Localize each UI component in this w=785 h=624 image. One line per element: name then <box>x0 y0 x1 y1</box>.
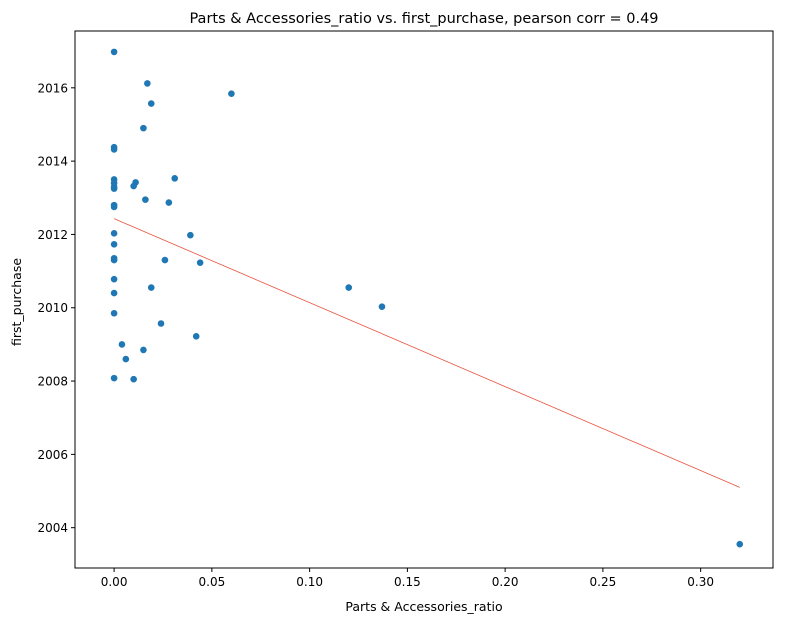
data-point <box>378 303 386 310</box>
data-point <box>110 309 118 317</box>
y-tick-label: 2016 <box>37 81 68 95</box>
data-point <box>130 182 137 190</box>
data-point <box>130 375 137 383</box>
data-point <box>736 540 744 548</box>
x-tick-label: 0.25 <box>590 575 617 589</box>
data-point <box>110 203 118 211</box>
y-tick-label: 2012 <box>37 228 68 242</box>
x-tick-label: 0.30 <box>687 575 714 589</box>
data-point <box>110 256 118 264</box>
x-tick-label: 0.10 <box>296 575 323 589</box>
data-point <box>147 100 155 107</box>
data-point <box>228 90 235 97</box>
data-point <box>161 256 169 264</box>
data-point <box>110 230 118 237</box>
y-tick-label: 2006 <box>37 448 68 462</box>
data-point <box>118 341 126 348</box>
data-point <box>157 320 165 327</box>
data-point <box>110 289 118 297</box>
data-point <box>171 175 179 182</box>
x-tick-label: 0.20 <box>492 575 519 589</box>
data-point <box>187 231 194 239</box>
plot-area: 0.00 0.05 0.10 0.15 0.20 0.25 0.30 2004 2006 2008… <box>37 30 774 589</box>
data-point <box>140 346 147 354</box>
trend-line <box>113 218 740 488</box>
x-tick-label: 0.00 <box>101 575 128 589</box>
data-point <box>196 259 204 266</box>
data-point <box>122 355 130 363</box>
y-tick-label: 2004 <box>37 521 68 535</box>
data-point <box>110 374 118 382</box>
data-point <box>142 196 149 203</box>
data-point <box>110 48 118 56</box>
chart-title: Parts & Accessories_ratio vs. first_purc… <box>189 11 658 27</box>
data-point <box>147 284 155 291</box>
y-axis-label: first_purchase <box>9 258 24 346</box>
y-tick-label: 2008 <box>37 375 68 389</box>
data-point <box>165 199 173 206</box>
data-point <box>144 80 151 87</box>
data-point <box>110 185 118 192</box>
x-axis-label: Parts & Accessories_ratio <box>345 599 502 614</box>
data-point <box>110 275 118 283</box>
data-point <box>110 146 118 153</box>
x-tick-label: 0.15 <box>394 575 421 589</box>
y-tick-label: 2010 <box>37 301 68 315</box>
plot-frame <box>74 30 774 569</box>
x-tick-label: 0.05 <box>199 575 226 589</box>
data-point <box>110 241 118 248</box>
data-point <box>345 284 353 291</box>
data-point <box>192 333 200 340</box>
y-tick-label: 2014 <box>37 155 68 169</box>
data-point <box>140 124 147 132</box>
